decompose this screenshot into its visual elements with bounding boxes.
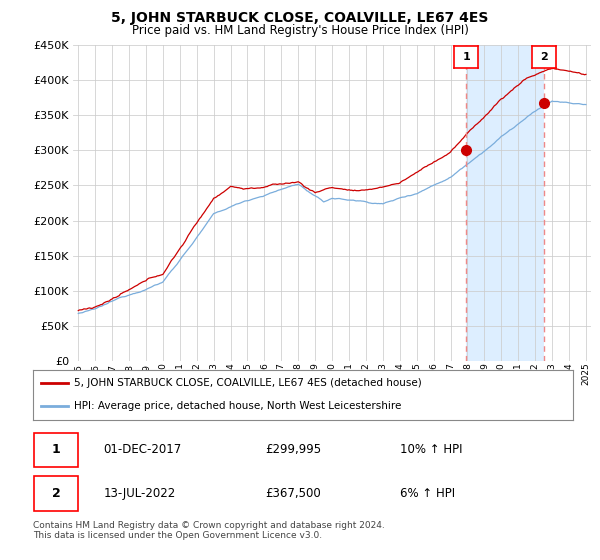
Text: 5, JOHN STARBUCK CLOSE, COALVILLE, LE67 4ES (detached house): 5, JOHN STARBUCK CLOSE, COALVILLE, LE67 … bbox=[74, 378, 421, 388]
Text: 10% ↑ HPI: 10% ↑ HPI bbox=[400, 444, 463, 456]
FancyBboxPatch shape bbox=[34, 476, 79, 511]
FancyBboxPatch shape bbox=[34, 432, 79, 467]
Text: 2: 2 bbox=[52, 487, 61, 500]
Text: 01-DEC-2017: 01-DEC-2017 bbox=[103, 444, 181, 456]
Text: 13-JUL-2022: 13-JUL-2022 bbox=[103, 487, 175, 500]
Text: 2: 2 bbox=[541, 52, 548, 62]
Text: 6% ↑ HPI: 6% ↑ HPI bbox=[400, 487, 455, 500]
Text: Price paid vs. HM Land Registry's House Price Index (HPI): Price paid vs. HM Land Registry's House … bbox=[131, 24, 469, 37]
Text: £299,995: £299,995 bbox=[265, 444, 322, 456]
Text: 5, JOHN STARBUCK CLOSE, COALVILLE, LE67 4ES: 5, JOHN STARBUCK CLOSE, COALVILLE, LE67 … bbox=[112, 11, 488, 25]
Text: HPI: Average price, detached house, North West Leicestershire: HPI: Average price, detached house, Nort… bbox=[74, 402, 401, 412]
Text: 1: 1 bbox=[462, 52, 470, 62]
Text: £367,500: £367,500 bbox=[265, 487, 321, 500]
Bar bbox=[466, 45, 544, 361]
Text: Contains HM Land Registry data © Crown copyright and database right 2024.
This d: Contains HM Land Registry data © Crown c… bbox=[33, 521, 385, 540]
Text: 1: 1 bbox=[52, 444, 61, 456]
